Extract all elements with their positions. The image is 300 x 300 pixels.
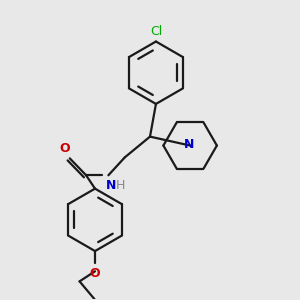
Text: Cl: Cl [150,25,162,38]
Text: H: H [116,179,126,192]
Text: N: N [106,179,116,192]
Text: O: O [90,266,100,280]
Text: N: N [184,138,194,151]
Text: O: O [59,142,70,155]
